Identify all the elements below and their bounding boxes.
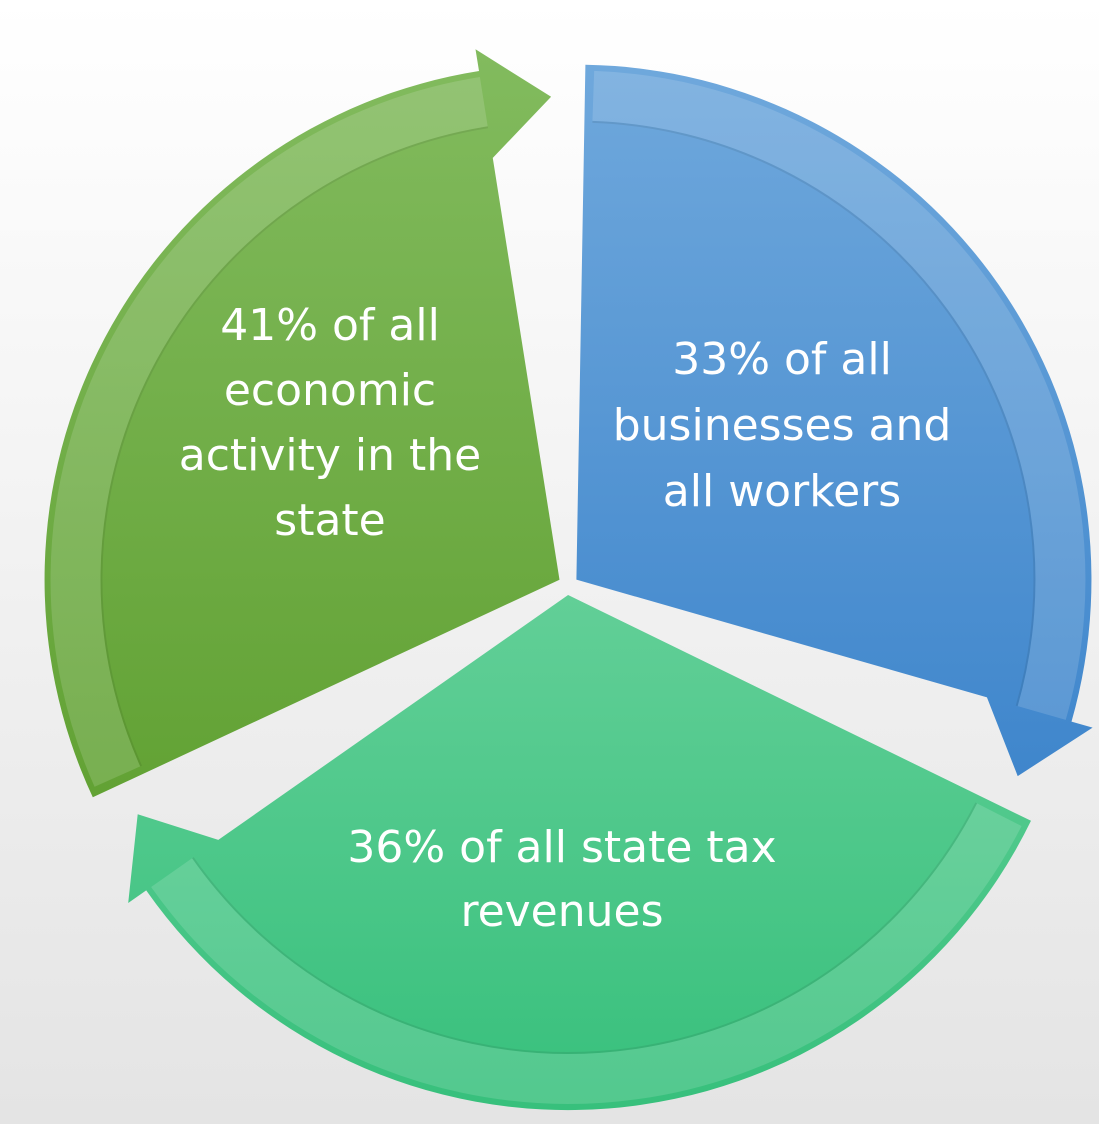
segment-inner-edge (592, 120, 1036, 707)
segment-label: all workers (663, 466, 901, 517)
segment (44, 49, 560, 798)
segment (128, 595, 1031, 1111)
segment-band (50, 77, 488, 787)
segment-inner-edge (100, 126, 489, 767)
segment-label: businesses and (613, 400, 952, 451)
segment-label: 41% of all (220, 300, 440, 351)
segment-band (592, 70, 1086, 720)
segment-label: economic (224, 365, 436, 416)
segments (44, 49, 1093, 1111)
segment-label: revenues (460, 886, 663, 937)
segment-label: state (274, 495, 385, 546)
segment-label: 36% of all state tax (347, 822, 776, 873)
segment-label: 33% of all (672, 334, 892, 385)
labels: 33% of all businesses and all workers 36% o… (179, 300, 952, 937)
segment-label: activity in the (179, 430, 481, 481)
segment-band (151, 803, 1022, 1104)
segment (576, 64, 1093, 777)
segment-inner-edge (192, 802, 978, 1054)
